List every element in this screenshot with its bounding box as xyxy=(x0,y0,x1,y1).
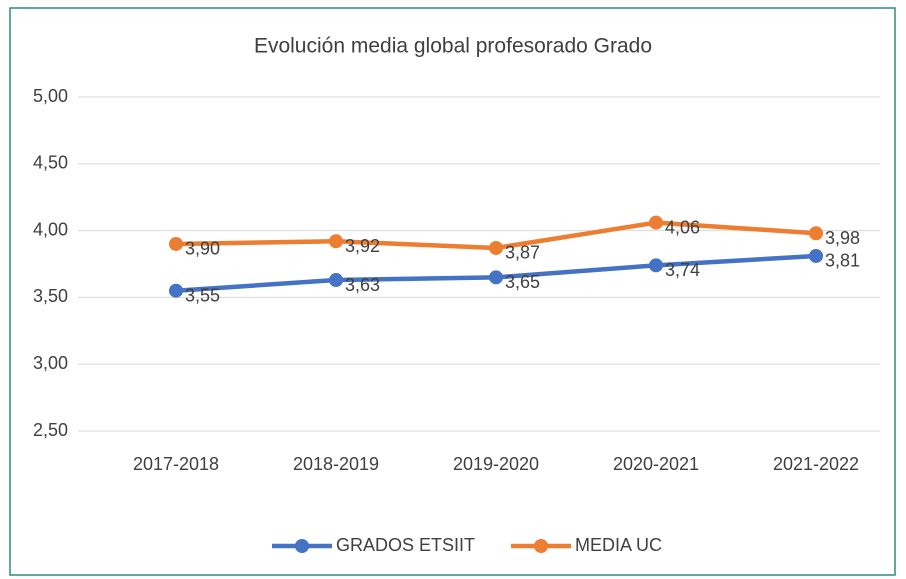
y-tick-label: 3,00 xyxy=(33,353,68,373)
data-label: 4,06 xyxy=(665,217,700,237)
y-tick-label: 5,00 xyxy=(33,86,68,106)
data-label: 3,65 xyxy=(505,272,540,292)
data-point xyxy=(649,215,663,230)
y-tick-label: 4,00 xyxy=(33,219,68,239)
data-point xyxy=(489,270,503,285)
chart-border xyxy=(9,7,896,576)
data-point xyxy=(329,273,343,288)
y-tick-label: 4,50 xyxy=(33,153,68,173)
legend-label: MEDIA UC xyxy=(575,535,662,555)
data-label: 3,92 xyxy=(345,236,380,256)
data-point xyxy=(169,283,183,298)
chart-title: Evolución media global profesorado Grado xyxy=(254,35,652,58)
legend-label: GRADOS ETSIIT xyxy=(336,535,475,555)
y-tick-label: 2,50 xyxy=(33,420,68,440)
data-point xyxy=(169,236,183,251)
data-label: 3,55 xyxy=(185,285,220,305)
y-tick-label: 3,50 xyxy=(33,286,68,306)
data-label: 3,87 xyxy=(505,243,540,263)
x-tick-label: 2020-2021 xyxy=(613,454,699,474)
data-label: 3,81 xyxy=(825,251,860,271)
data-point xyxy=(329,234,343,249)
data-point xyxy=(649,258,663,273)
legend-marker xyxy=(295,539,309,553)
x-tick-label: 2018-2019 xyxy=(293,454,379,474)
x-tick-label: 2021-2022 xyxy=(773,454,859,474)
data-label: 3,98 xyxy=(825,228,860,248)
data-label: 3,74 xyxy=(665,260,700,280)
x-tick-label: 2017-2018 xyxy=(133,454,219,474)
data-label: 3,90 xyxy=(185,239,220,259)
data-point xyxy=(489,240,503,255)
data-label: 3,63 xyxy=(345,275,380,295)
legend-marker xyxy=(534,539,549,553)
data-point xyxy=(809,226,823,241)
x-tick-label: 2019-2020 xyxy=(453,454,539,474)
data-point xyxy=(809,248,823,263)
